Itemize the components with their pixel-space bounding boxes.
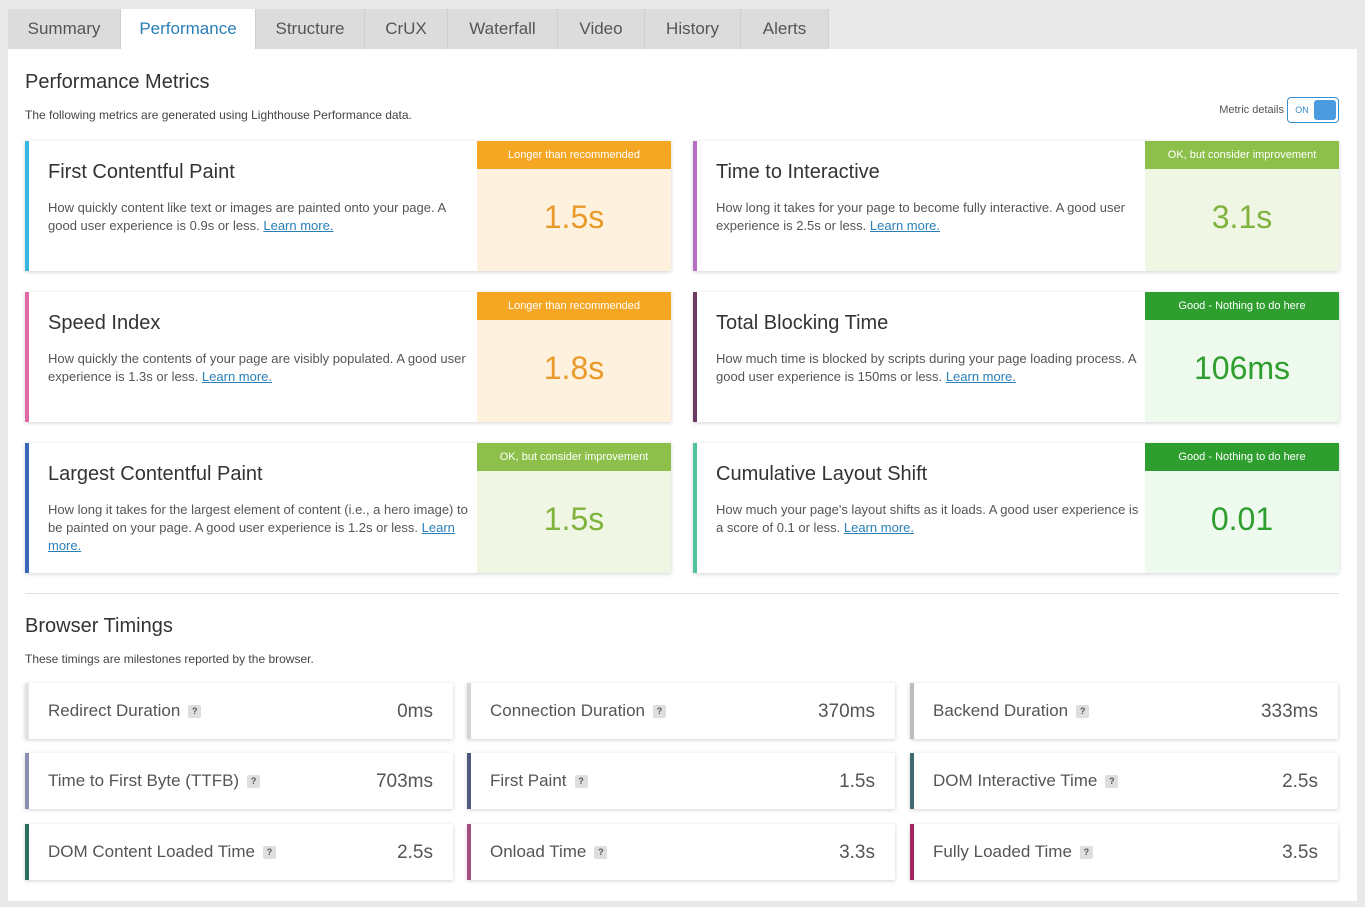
help-icon[interactable]: ? [574, 774, 588, 788]
timing-card-ttfb: Time to First Byte (TTFB)? 703ms [25, 753, 453, 809]
metric-title: Speed Index [48, 312, 161, 334]
metric-title: Largest Contentful Paint [48, 463, 263, 485]
help-icon[interactable]: ? [1105, 774, 1119, 788]
metric-value: 1.5s [543, 501, 605, 537]
timing-label: Onload Time [490, 842, 587, 861]
status-badge: Longer than recommended [477, 141, 671, 169]
metric-description: How quickly content like text or images … [48, 200, 446, 233]
timing-label: Redirect Duration [48, 701, 181, 720]
performance-metrics-subtitle: The following metrics are generated usin… [25, 108, 412, 122]
metric-value: 3.1s [1211, 199, 1273, 235]
tab-alerts[interactable]: Alerts [741, 9, 829, 49]
status-badge: Good - Nothing to do here [1145, 292, 1339, 320]
metric-score: Longer than recommended 1.8s [477, 292, 671, 422]
learn-more-link[interactable]: Learn more. [263, 218, 334, 233]
browser-timings-subtitle: These timings are milestones reported by… [25, 652, 314, 666]
metric-card-fcp: First Contentful Paint How quickly conte… [25, 141, 671, 271]
timing-label: Fully Loaded Time [933, 842, 1072, 861]
metric-value: 106ms [1193, 350, 1291, 386]
status-badge: Good - Nothing to do here [1145, 443, 1339, 471]
tab-waterfall[interactable]: Waterfall [448, 9, 558, 49]
timing-value: 1.5s [839, 771, 875, 792]
learn-more-link[interactable]: Learn more. [201, 369, 273, 384]
timing-card-dom-interactive: DOM Interactive Time? 2.5s [910, 753, 1338, 809]
help-icon[interactable]: ? [652, 704, 666, 718]
tab-structure[interactable]: Structure [256, 9, 365, 49]
timing-value: 2.5s [397, 842, 433, 863]
metric-description: How quickly the contents of your page ar… [48, 351, 466, 384]
metric-score: Good - Nothing to do here 106ms [1145, 292, 1339, 422]
timing-value: 703ms [375, 771, 433, 792]
timing-label: Time to First Byte (TTFB) [48, 771, 240, 790]
metric-card-cls: Cumulative Layout Shift How much your pa… [693, 443, 1339, 573]
timing-card-redirect: Redirect Duration? 0ms [25, 683, 453, 739]
metric-score: OK, but consider improvement 1.5s [477, 443, 671, 573]
tab-summary[interactable]: Summary [8, 9, 121, 49]
timing-card-backend: Backend Duration? 333ms [910, 683, 1338, 739]
help-icon[interactable]: ? [594, 845, 608, 859]
metric-value: 1.8s [543, 350, 605, 386]
tab-bar: Summary Performance Structure CrUX Water… [8, 9, 829, 49]
timing-label: Backend Duration [933, 701, 1069, 720]
timing-value: 333ms [1260, 701, 1318, 722]
help-icon[interactable]: ? [247, 774, 261, 788]
status-badge: OK, but consider improvement [1145, 141, 1339, 169]
metric-description: How much time is blocked by scripts duri… [716, 351, 1136, 384]
learn-more-link[interactable]: Learn more. [48, 520, 455, 553]
metric-details-toggle-group: Metric details ON [1219, 97, 1339, 123]
metric-description: How much your page's layout shifts as it… [716, 502, 1139, 535]
help-icon[interactable]: ? [1079, 845, 1093, 859]
metric-details-label: Metric details [1219, 104, 1284, 116]
timing-card-first-paint: First Paint? 1.5s [467, 753, 895, 809]
tab-video[interactable]: Video [558, 9, 645, 49]
metric-value: 0.01 [1210, 501, 1274, 537]
timing-value: 0ms [397, 701, 433, 722]
performance-panel: Performance Metrics The following metric… [8, 49, 1357, 901]
learn-more-link[interactable]: Learn more. [869, 218, 941, 233]
metric-title: Total Blocking Time [716, 312, 889, 334]
metric-card-tbt: Total Blocking Time How much time is blo… [693, 292, 1339, 422]
timing-value: 370ms [817, 701, 875, 722]
timing-value: 2.5s [1282, 771, 1318, 792]
status-badge: Longer than recommended [477, 292, 671, 320]
help-icon[interactable]: ? [188, 704, 202, 718]
timing-label: DOM Content Loaded Time [48, 842, 255, 861]
performance-metrics-title: Performance Metrics [25, 71, 210, 93]
metric-card-tti: Time to Interactive How long it takes fo… [693, 141, 1339, 271]
toggle-knob [1314, 100, 1336, 120]
timing-card-dom-content-loaded: DOM Content Loaded Time? 2.5s [25, 824, 453, 880]
timing-value: 3.5s [1282, 842, 1318, 863]
metric-title: First Contentful Paint [48, 161, 235, 183]
timing-label: DOM Interactive Time [933, 771, 1098, 790]
timing-card-onload: Onload Time? 3.3s [467, 824, 895, 880]
section-divider [25, 593, 1339, 594]
metric-description: How long it takes for your page to becom… [716, 200, 1126, 233]
status-badge: OK, but consider improvement [477, 443, 671, 471]
metric-details-toggle[interactable]: ON [1287, 97, 1339, 123]
metric-title: Cumulative Layout Shift [716, 463, 928, 485]
metric-title: Time to Interactive [716, 161, 880, 183]
metric-description: How long it takes for the largest elemen… [48, 502, 468, 553]
help-icon[interactable]: ? [262, 845, 276, 859]
metric-card-speed-index: Speed Index How quickly the contents of … [25, 292, 671, 422]
metric-score: Longer than recommended 1.5s [477, 141, 671, 271]
metric-score: Good - Nothing to do here 0.01 [1145, 443, 1339, 573]
metric-score: OK, but consider improvement 3.1s [1145, 141, 1339, 271]
metric-card-lcp: Largest Contentful Paint How long it tak… [25, 443, 671, 573]
learn-more-link[interactable]: Learn more. [945, 369, 1016, 384]
help-icon[interactable]: ? [1076, 704, 1090, 718]
timing-label: First Paint [490, 771, 567, 790]
timing-label: Connection Duration [490, 701, 645, 720]
timing-card-connection: Connection Duration? 370ms [467, 683, 895, 739]
timing-card-fully-loaded: Fully Loaded Time? 3.5s [910, 824, 1338, 880]
timing-value: 3.3s [839, 842, 875, 863]
tab-performance[interactable]: Performance [121, 9, 256, 49]
learn-more-link[interactable]: Learn more. [843, 520, 914, 535]
browser-timings-title: Browser Timings [25, 615, 173, 637]
tab-crux[interactable]: CrUX [365, 9, 448, 49]
tab-history[interactable]: History [645, 9, 741, 49]
metric-value: 1.5s [543, 199, 605, 235]
toggle-state-text: ON [1295, 105, 1309, 115]
